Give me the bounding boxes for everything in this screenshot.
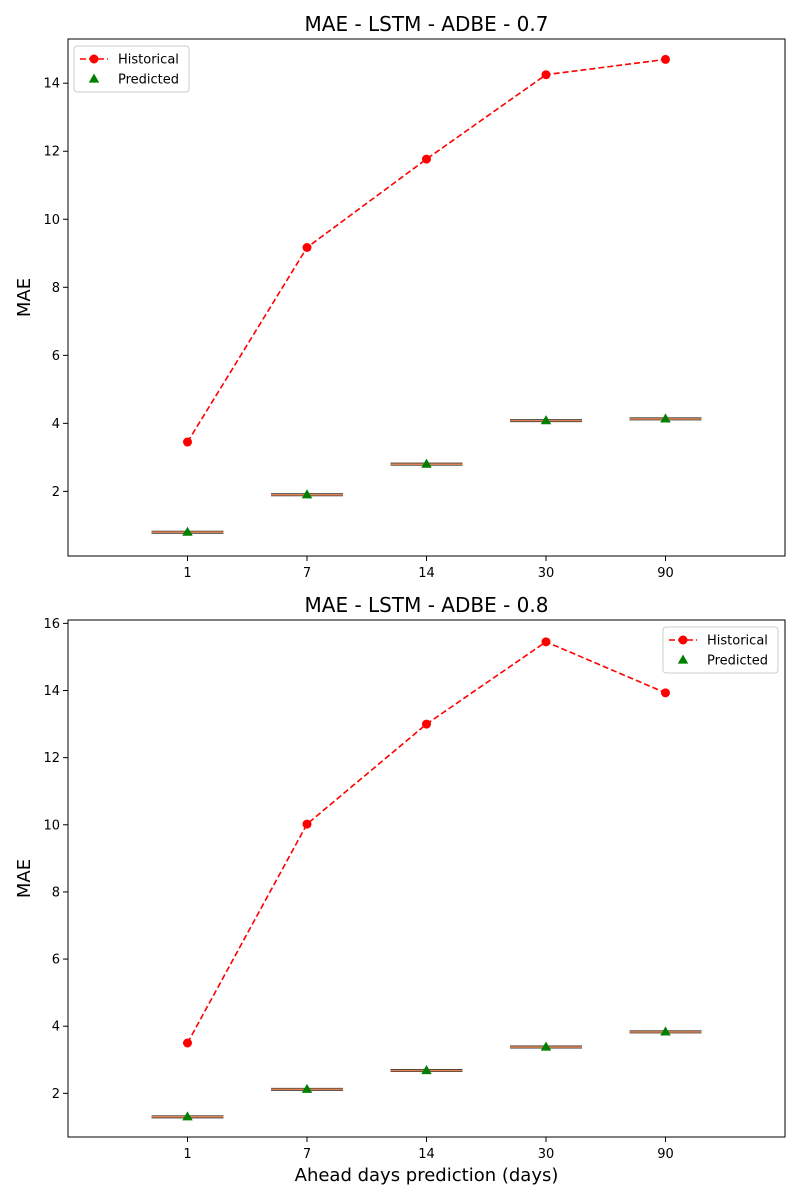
predicted-point xyxy=(182,526,193,536)
legend-historical-label: Historical xyxy=(118,53,179,68)
x-tick-label: 14 xyxy=(418,566,435,581)
chart-title: MAE - LSTM - ADBE - 0.8 xyxy=(305,593,549,617)
y-tick-label: 8 xyxy=(52,885,60,900)
historical-point xyxy=(183,1038,192,1048)
x-tick-label: 90 xyxy=(657,566,674,581)
legend-box xyxy=(73,45,190,93)
y-tick-label: 6 xyxy=(52,953,60,968)
chart-panel-1: MAE - LSTM - ADBE - 0.7 MAE 2 4 6 8 10 12 14 1 7 14… xyxy=(14,12,786,581)
y-axis-label: MAE xyxy=(14,278,35,317)
y-tick-label: 14 xyxy=(43,684,60,699)
historical-point xyxy=(302,819,312,829)
predicted-point xyxy=(182,1111,193,1121)
y-tick-label: 8 xyxy=(52,281,60,296)
x-tick-label: 30 xyxy=(538,1147,555,1162)
legend-predicted-marker xyxy=(677,654,689,664)
legend-historical-label: Historical xyxy=(707,634,768,649)
historical-point xyxy=(661,688,670,698)
historical-point xyxy=(422,719,431,729)
historical-point xyxy=(422,154,431,164)
legend-box xyxy=(662,626,779,674)
legend-historical-marker xyxy=(678,635,688,645)
y-tick-label: 12 xyxy=(43,751,60,766)
predicted-point xyxy=(540,1041,552,1051)
historical-point xyxy=(541,70,551,80)
x-tick-label: 7 xyxy=(303,566,311,581)
y-tick-label: 6 xyxy=(52,349,60,364)
predicted-point xyxy=(660,1026,671,1036)
x-tick-label: 1 xyxy=(183,1147,191,1162)
historical-series-line xyxy=(186,58,666,443)
axes-frame xyxy=(67,38,786,557)
x-tick-label: 7 xyxy=(303,1147,311,1162)
legend-predicted-label: Predicted xyxy=(118,73,179,88)
y-tick-label: 10 xyxy=(43,818,60,833)
y-tick-label: 4 xyxy=(52,417,60,432)
x-tick-label: 30 xyxy=(538,566,555,581)
chart-title: MAE - LSTM - ADBE - 0.7 xyxy=(305,12,549,36)
y-axis-label: MAE xyxy=(14,859,35,898)
x-tick-label: 1 xyxy=(183,566,191,581)
x-tick-label: 90 xyxy=(657,1147,674,1162)
y-tick-label: 2 xyxy=(52,485,60,500)
y-tick-label: 14 xyxy=(43,77,60,92)
predicted-point xyxy=(301,489,313,499)
axes-frame xyxy=(67,619,786,1138)
predicted-point xyxy=(421,458,432,468)
y-tick-label: 16 xyxy=(43,617,60,632)
legend-predicted-marker xyxy=(88,73,100,83)
predicted-point xyxy=(421,1065,432,1075)
y-tick-label: 12 xyxy=(43,145,60,160)
x-tick-label: 14 xyxy=(418,1147,435,1162)
historical-point xyxy=(183,437,192,447)
legend-historical-marker xyxy=(89,54,99,64)
predicted-point xyxy=(301,1083,313,1093)
historical-point xyxy=(541,637,551,647)
predicted-point xyxy=(660,413,671,423)
predicted-point xyxy=(540,415,552,425)
y-tick-label: 2 xyxy=(52,1087,60,1102)
y-tick-label: 10 xyxy=(43,213,60,228)
chart-panel-2: MAE - LSTM - ADBE - 0.8 MAE Ahead days pre… xyxy=(14,593,786,1186)
historical-series-line xyxy=(186,640,666,1044)
legend: Historical Predicted xyxy=(662,626,779,674)
legend-predicted-label: Predicted xyxy=(707,654,768,669)
historical-point xyxy=(302,243,312,253)
legend: Historical Predicted xyxy=(73,45,190,93)
historical-point xyxy=(661,54,670,64)
y-tick-label: 4 xyxy=(52,1020,60,1035)
x-axis-label: Ahead days prediction (days) xyxy=(295,1165,559,1186)
